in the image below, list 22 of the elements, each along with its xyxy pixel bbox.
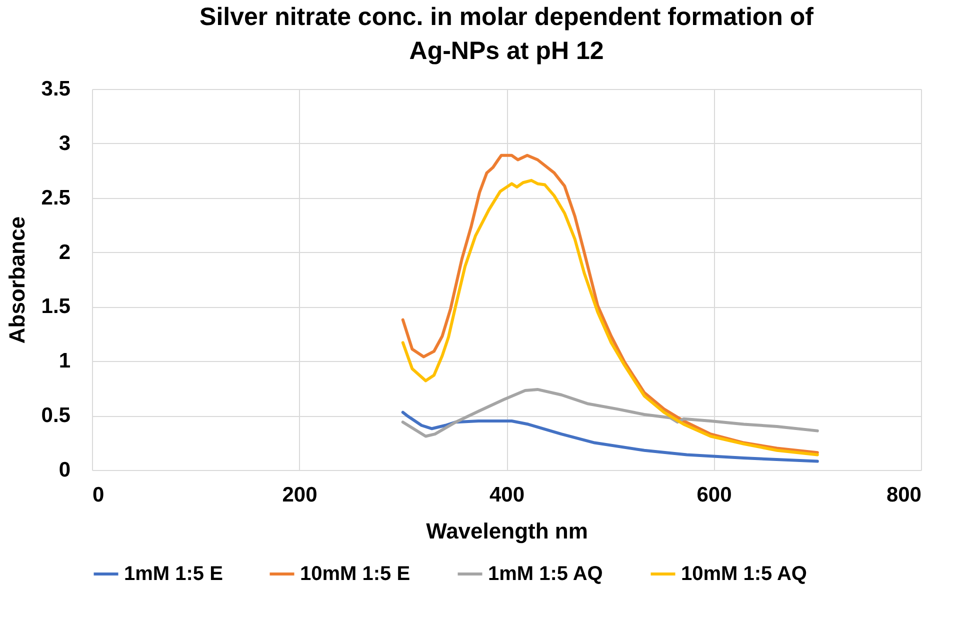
y-tick-label: 3.5 [41, 78, 71, 100]
legend-label: 10mM 1:5 E [300, 563, 410, 585]
y-tick-label: 1.5 [41, 295, 71, 318]
x-tick-label: 600 [696, 484, 732, 506]
x-tick-label: 200 [282, 484, 318, 506]
legend-label: 1mM 1:5 E [124, 563, 223, 585]
legend-label: 10mM 1:5 AQ [681, 563, 807, 585]
chart-title: Silver nitrate conc. in molar dependent formation of Ag-NPs at pH 12 [200, 3, 814, 65]
x-tick-label: 400 [489, 484, 525, 506]
y-tick-label: 2.5 [41, 186, 71, 210]
y-tick-label: 0.5 [41, 404, 71, 428]
line-series [401, 410, 819, 463]
x-tick-label: 800 [886, 484, 922, 506]
y-tick-label: 2 [58, 240, 70, 264]
y-tick-label: 0 [58, 458, 70, 482]
x-tick-label: 0 [92, 484, 104, 506]
x-axis-title: Wavelength nm [426, 518, 588, 544]
y-axis-title: Absorbance [4, 216, 30, 344]
legend-label: 1mM 1:5 AQ [488, 563, 603, 585]
y-tick-label: 3 [58, 132, 70, 155]
y-tick-label: 1 [58, 350, 71, 373]
line-series [401, 388, 819, 438]
